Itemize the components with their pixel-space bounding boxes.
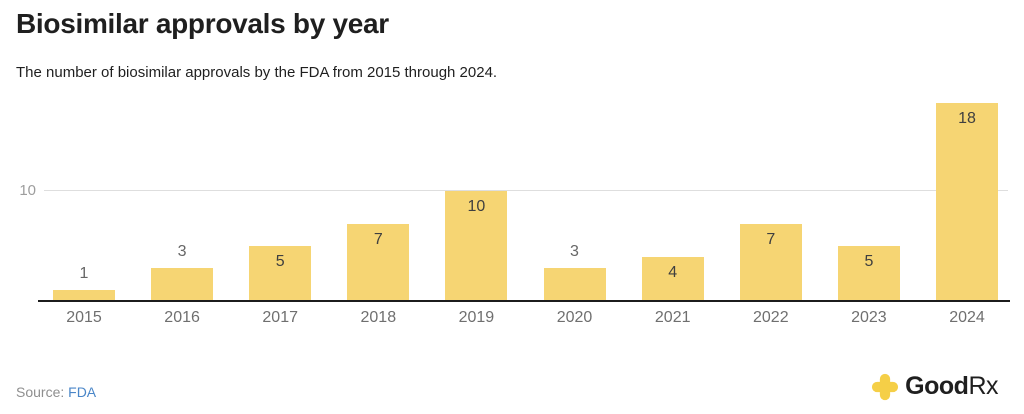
chart-title: Biosimilar approvals by year (16, 8, 389, 39)
source-link-fda[interactable]: FDA (68, 384, 97, 400)
bar-2023 (837, 246, 900, 301)
bar-2017 (249, 246, 312, 301)
bar-2015 (53, 290, 115, 301)
x-axis-label: 2023 (851, 309, 887, 326)
goodrx-wordmark: GoodRx (905, 372, 998, 401)
x-axis-label: 2022 (753, 309, 789, 326)
x-axis-label: 2020 (556, 309, 593, 326)
bar-value-label: 10 (467, 198, 486, 215)
goodrx-logo[interactable]: GoodRx (871, 372, 998, 401)
chart-subtitle: The number of biosimilar approvals by th… (16, 64, 498, 81)
bar-value-label: 5 (275, 253, 285, 270)
x-axis-label: 2018 (360, 309, 397, 326)
bar-2022 (739, 224, 802, 301)
x-axis-label: 2024 (949, 309, 985, 326)
bar-2020 (543, 268, 606, 301)
x-axis-label: 2019 (458, 309, 495, 326)
bar-2016 (151, 268, 214, 301)
x-axis-label: 2016 (164, 309, 200, 326)
bar-2021 (641, 257, 704, 301)
goodrx-cross-icon (872, 373, 899, 400)
x-axis-line (38, 300, 1010, 302)
bar-value-label: 7 (766, 231, 776, 248)
goodrx-wordmark-rx: Rx (968, 372, 998, 400)
bar-value-label: 5 (864, 253, 874, 270)
goodrx-wordmark-good: Good (905, 372, 969, 400)
x-axis-label: 2021 (654, 309, 691, 326)
bar-2024 (936, 103, 998, 301)
bar-2019 (445, 191, 508, 301)
source-line: Source: FDA (16, 384, 96, 400)
bar-2018 (347, 224, 410, 301)
bar-value-label: 3 (570, 243, 579, 260)
bar-value-label: 3 (177, 243, 187, 260)
bar-value-label: 1 (79, 265, 89, 282)
source-label: Source: (16, 384, 69, 400)
x-axis-label: 2017 (262, 309, 298, 326)
gridline-10 (44, 190, 1008, 191)
y-axis-tick-label: 10 (19, 182, 36, 199)
bar-value-label: 7 (373, 231, 383, 248)
bar-value-label: 18 (958, 110, 976, 127)
x-axis-label: 2015 (66, 309, 102, 326)
bar-value-label: 4 (668, 264, 678, 281)
